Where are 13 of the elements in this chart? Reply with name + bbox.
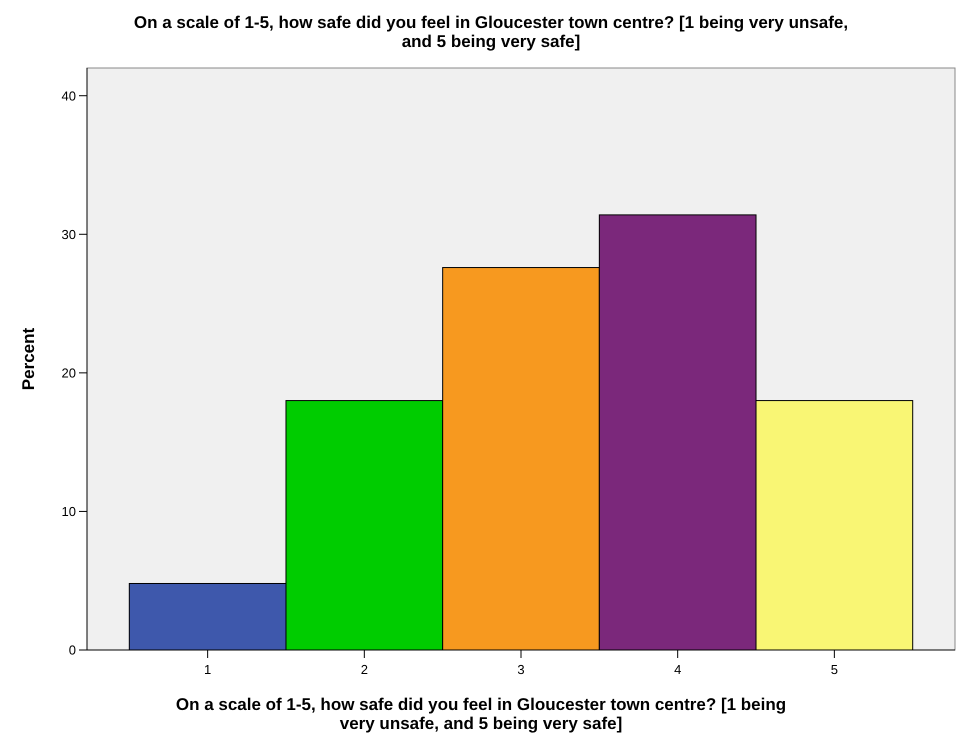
x-tick-label: 5 <box>830 662 838 677</box>
y-tick-label: 30 <box>62 226 76 242</box>
x-tick-label: 3 <box>517 662 525 677</box>
x-axis-title: On a scale of 1-5, how safe did you feel in Gloucester town centre? [1 being very unsafe, and 5 being very safe] <box>176 695 786 733</box>
x-tick-label: 2 <box>360 662 368 677</box>
y-tick-label: 40 <box>62 88 76 104</box>
y-tick-label: 20 <box>62 365 76 380</box>
x-tick-label: 4 <box>674 662 682 677</box>
y-tick-label: 0 <box>68 642 76 658</box>
chart-title: On a scale of 1-5, how safe did you feel in Gloucester town centre? [1 being very unsafe, and 5 being very safe] <box>134 13 848 51</box>
y-axis-title: Percent <box>19 327 38 390</box>
y-tick-label: 10 <box>62 504 76 519</box>
x-tick-label: 1 <box>204 662 212 677</box>
